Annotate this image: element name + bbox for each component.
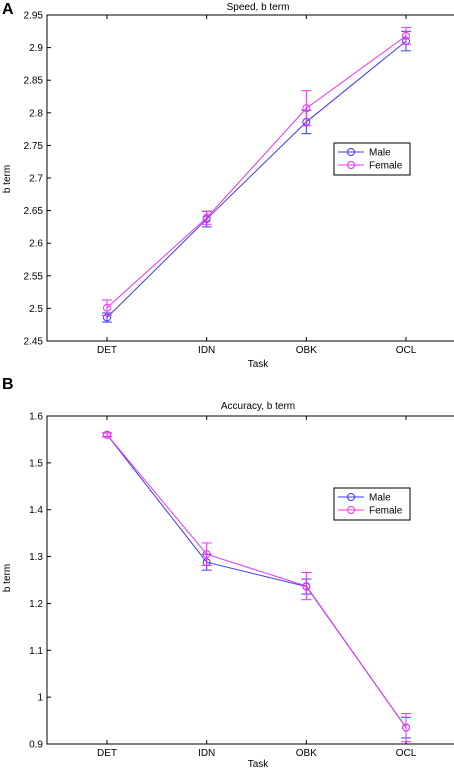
x-tick-label: DET [97,748,117,759]
legend-swatch-marker [347,148,355,156]
data-point [402,31,410,40]
y-tick-label: 1.6 [29,412,43,423]
y-tick-label: 2.5 [29,304,43,315]
y-tick-label: 2.95 [24,11,44,22]
x-tick-label: OCL [396,345,417,356]
y-tick-label: 2.45 [24,337,44,348]
legend-box [333,142,411,176]
panel-a-xlabel: Task [248,359,270,370]
x-tick-label: IDN [198,345,215,356]
panel-b: B Accuracy, b term Task b term 0.9 1 1.1 1.… [2,376,454,770]
series-line-female [106,35,407,309]
legend-swatch-marker [347,493,355,501]
x-tick-label: IDN [198,748,215,759]
panel-b-x-axis: DET IDN OBK OCL [97,416,417,759]
panel-b-legend: Male Female [333,487,411,521]
panel-a-letter: A [2,1,14,18]
panel-a-legend: Male Female [333,142,411,176]
panel-b-xlabel: Task [248,759,270,770]
panel-b-title: Accuracy, b term [221,401,295,412]
y-tick-label: 2.6 [29,239,43,250]
data-point [103,430,111,439]
x-tick-label: OBK [296,345,317,356]
series-line-male [106,40,407,318]
legend-label-female: Female [369,506,403,517]
data-point [302,104,311,113]
x-tick-label: OBK [296,748,317,759]
data-point [302,582,311,591]
x-tick-label: OCL [396,748,417,759]
series-female [102,26,411,317]
series-female [102,430,411,743]
data-point [103,303,111,312]
panel-a-x-axis: DET IDN OBK OCL [97,15,417,356]
y-tick-label: 1.2 [29,599,43,610]
y-tick-label: 2.75 [24,141,44,152]
panel-b-y-axis: 0.9 1 1.1 1.2 1.3 1.4 1.5 1.6 [29,412,51,751]
y-tick-label: 0.9 [29,740,43,751]
y-tick-label: 1.5 [29,458,43,469]
panel-a-plot-frame [46,14,454,342]
series-male [102,430,411,739]
data-point [202,213,211,222]
series-line-male [106,434,407,728]
panel-b-series [102,430,411,743]
y-tick-label: 2.85 [24,76,44,87]
panel-a: A Speed, b term Task b term 2.452.52.552… [2,1,454,370]
y-tick-label: 1.3 [29,552,43,563]
data-point [402,723,410,732]
panel-a-series [102,26,411,323]
legend-box [333,487,411,521]
legend-label-female: Female [369,161,403,172]
panel-b-letter: B [2,376,14,393]
panel-a-ylabel: b term [2,165,13,193]
y-tick-label: 1.4 [29,505,43,516]
y-tick-label: 2.8 [29,108,43,119]
series-line-female [106,434,407,728]
legend-swatch-marker [347,506,355,514]
legend-label-male: Male [369,148,391,159]
x-tick-label: DET [97,345,117,356]
series-male [102,30,411,323]
y-tick-label: 1.1 [29,646,43,657]
y-tick-label: 2.7 [29,174,43,185]
y-tick-label: 2.65 [24,206,44,217]
panel-b-plot-frame [46,415,454,745]
y-tick-label: 2.9 [29,43,43,54]
legend-label-male: Male [369,493,391,504]
panel-b-ylabel: b term [2,564,13,592]
data-point [202,550,211,559]
panel-a-title: Speed, b term [227,2,290,13]
y-tick-label: 1 [37,693,43,704]
y-tick-label: 2.55 [24,271,44,282]
legend-swatch-marker [347,161,355,169]
panel-a-y-axis: 2.45 2.5 2.55 2.6 2.65 2.7 2.75 2.8 2.85 2.9 2.95 [24,11,51,348]
